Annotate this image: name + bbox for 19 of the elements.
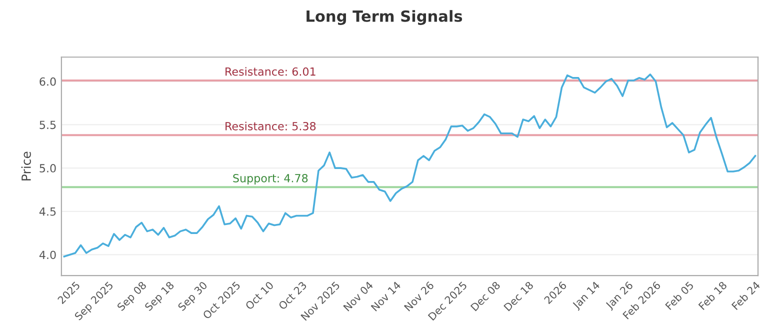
y-tick-label: 5.0 [40,164,56,172]
chart-title: Long Term Signals [306,10,462,25]
ref-line-label: Resistance: 6.01 [226,67,316,76]
x-tick-label: Dec 08 [470,281,501,312]
ref-line-label: Support: 4.78 [233,174,308,185]
y-tick-label: 4.5 [39,208,56,216]
x-tick-label: Jan 14 [572,281,602,311]
y-tick-label: 4.0 [39,250,56,260]
x-tick-label: Feb 18 [698,280,728,310]
x-tick-label: Feb 24 [731,280,761,310]
x-tick-label: Oct 10 [244,281,274,310]
x-tick-label: Nov 26 [404,280,434,312]
y-axis-title: Price [21,152,31,180]
x-tick-label: Oct 23 [278,281,308,310]
ref-line-label: Resistance: 5.38 [226,122,316,130]
x-tick-label: Dec 18 [503,281,534,312]
y-tick-label: 6.0 [40,77,56,86]
x-tick-label: Feb 05 [664,281,694,310]
y-tick-label: 5.5 [40,120,56,130]
